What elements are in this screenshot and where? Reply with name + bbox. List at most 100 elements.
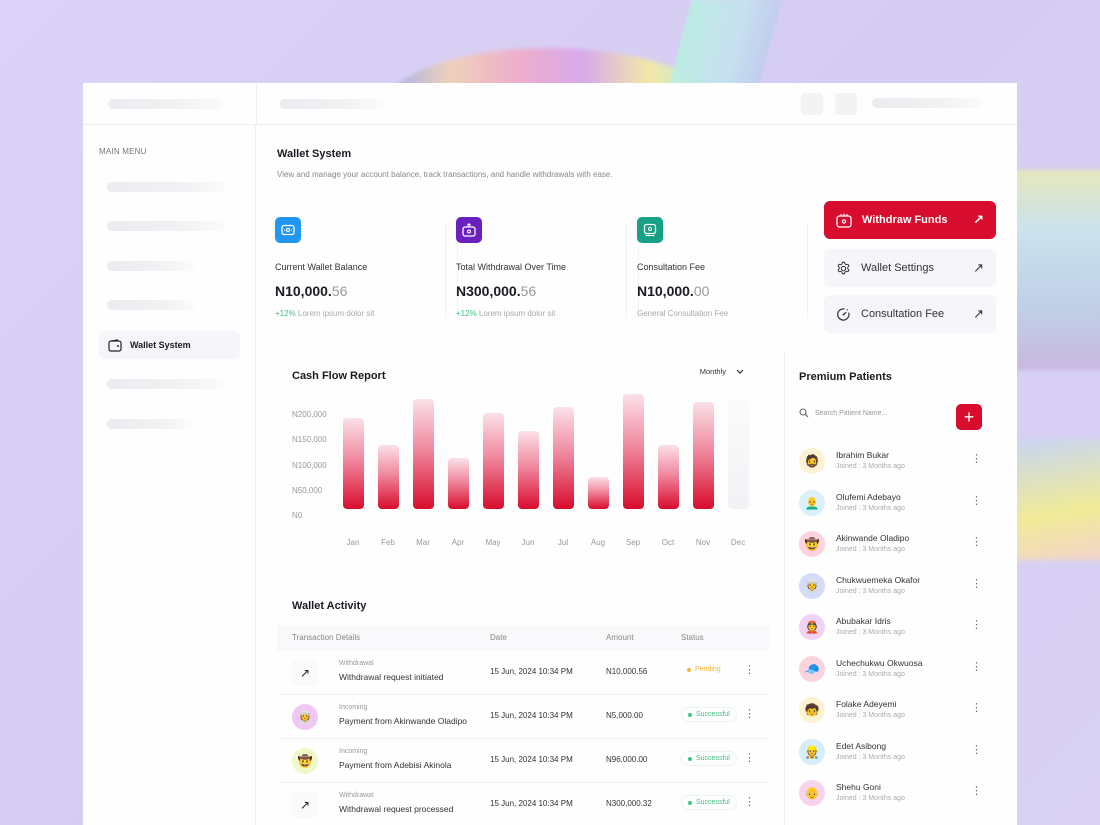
stat-card-wallet-balance: Current Wallet Balance N10,000.56 +12% L… [275,217,435,327]
more-options-icon[interactable]: ⋮ [971,577,982,590]
bar-dec[interactable] [728,399,749,509]
main-content: Wallet System View and manage your accou… [257,125,1017,825]
bar-sep[interactable] [623,394,644,509]
divider [457,223,458,318]
x-tick: Jul [557,538,569,547]
withdraw-icon [456,217,482,243]
user-name-placeholder [872,98,982,108]
list-item[interactable]: 🧔 Ibrahim Bukar Joined : 3 Months ago ⋮ [799,448,984,488]
more-options-icon[interactable]: ⋮ [971,619,982,631]
withdraw-funds-button[interactable]: Withdraw Funds ↗ [824,201,996,239]
table-row[interactable]: ↗ Withdrawal Withdrawal request processe… [277,783,769,825]
patient-joined: Joined : 3 Months ago [836,587,905,595]
table-row[interactable]: 👳 Incoming Payment from Akinwande Oladip… [277,695,769,739]
patient-name: Akinwande Oladipo [836,533,910,543]
transaction-description: Withdrawal request initiated [339,672,444,682]
x-tick: May [485,538,501,547]
status-badge: Pending [681,663,727,676]
y-tick: N0 [292,511,303,521]
list-item[interactable]: 👷 Edet Asibong Joined : 3 Months ago ⋮ [799,738,984,779]
more-options-icon[interactable]: ⋮ [744,708,755,720]
bar-apr[interactable] [448,458,469,509]
notification-icon[interactable] [801,93,823,115]
page-title: Wallet System [277,148,352,160]
bar-aug[interactable] [588,476,609,509]
patient-joined: Joined : 3 Months ago [836,504,905,512]
card-title: Wallet Activity [292,600,367,612]
list-item[interactable]: 👴 Shehu Goni Joined : 3 Months ago ⋮ [799,780,984,820]
patient-name: Uchechukwu Okwuosa [836,657,923,668]
sidebar-item-blurred[interactable] [107,182,225,192]
bar-feb[interactable] [378,444,399,509]
more-options-icon[interactable]: ⋮ [971,743,982,756]
list-item[interactable]: 👲 Abubakar Idris Joined : 3 Months ago ⋮ [799,614,984,654]
patient-name: Ibrahim Bukar [836,450,889,460]
bar-jun[interactable] [518,431,539,509]
avatar: 👳 [799,572,825,599]
more-options-icon[interactable]: ⋮ [971,453,982,465]
app-window: MAIN MENU Wallet System Wallet System Vi… [83,83,1017,825]
x-tick: Mar [416,538,430,547]
dropdown-value: Monthly [699,367,726,376]
bar-mar[interactable] [413,399,434,509]
sidebar-item-blurred[interactable] [107,419,195,429]
avatar[interactable] [835,93,857,115]
column-header: Status [681,633,704,642]
avatar: 🤠 [799,531,825,557]
more-options-icon[interactable]: ⋮ [971,660,982,673]
patient-joined: Joined : 3 Months ago [836,463,905,470]
more-options-icon[interactable]: ⋮ [744,752,755,764]
more-options-icon[interactable]: ⋮ [971,785,982,797]
column-header: Date [490,633,507,642]
more-options-icon[interactable]: ⋮ [971,494,982,507]
list-item[interactable]: 👳 Chukwuemeka Okafor Joined : 3 Months a… [799,572,984,613]
avatar: 👴 [799,780,825,806]
table-row[interactable]: 🤠 Incoming Payment from Adebisi Akinola … [277,739,769,783]
patient-name: Shehu Goni [836,782,881,792]
bar-jan[interactable] [343,418,364,509]
sidebar: MAIN MENU Wallet System [83,125,256,825]
sidebar-item-wallet-system[interactable]: Wallet System [99,331,240,359]
y-tick: N100,000 [292,460,327,470]
transaction-date: 15 Jun, 2024 10:34 PM [490,799,573,808]
sidebar-item-blurred[interactable] [107,261,195,271]
transaction-description: Withdrawal request processed [339,804,454,814]
list-item[interactable]: 🧒 Folake Adeyemi Joined : 3 Months ago ⋮ [799,697,984,737]
table-row[interactable]: ↗ Withdrawal Withdrawal request initiate… [277,651,769,695]
y-axis: N200,000 N150,000 N100,000 N50,000 N0 [292,410,327,536]
top-bar [83,83,1017,125]
page-subtitle: View and manage your account balance, tr… [277,170,613,179]
list-item[interactable]: 🧢 Uchechukwu Okwuosa Joined : 3 Months a… [799,655,984,696]
more-options-icon[interactable]: ⋮ [971,702,982,714]
stat-label: Consultation Fee [637,262,706,272]
transaction-type: Withdrawal [339,660,374,667]
search-input[interactable]: Search Patient Name... [799,400,949,426]
more-options-icon[interactable]: ⋮ [744,796,755,808]
gear-icon [837,261,850,274]
x-tick: Jan [346,538,360,547]
list-item[interactable]: 👨‍🦲 Olufemi Adebayo Joined : 3 Months ag… [799,489,984,530]
chevron-down-icon [736,369,744,374]
wallet-settings-button[interactable]: Wallet Settings ↗ [824,249,996,287]
bar-may[interactable] [483,412,504,509]
cash-flow-card: Cash Flow Report Monthly N200,000 N150,0… [277,350,769,565]
status-dot [688,800,692,805]
stat-note: General Consultation Fee [637,309,729,318]
search-placeholder: Search Patient Name... [815,409,888,417]
sidebar-item-blurred[interactable] [107,300,195,310]
list-item[interactable]: 🤠 Akinwande Oladipo Joined : 3 Months ag… [799,531,984,571]
avatar: 👷 [799,738,825,765]
bar-nov[interactable] [693,402,714,509]
patient-name: Olufemi Adebayo [836,491,901,502]
cash-icon [637,217,663,243]
arrow-up-right-icon: ↗ [973,212,984,227]
period-dropdown[interactable]: Monthly [700,367,744,376]
bar-jul[interactable] [553,407,574,509]
sidebar-item-blurred[interactable] [107,379,225,389]
more-options-icon[interactable]: ⋮ [971,536,982,548]
consultation-fee-button[interactable]: Consultation Fee ↗ [824,295,996,333]
sidebar-item-blurred[interactable] [107,221,225,231]
more-options-icon[interactable]: ⋮ [744,664,755,676]
add-patient-button[interactable]: + [956,404,982,430]
bar-oct[interactable] [658,444,679,509]
